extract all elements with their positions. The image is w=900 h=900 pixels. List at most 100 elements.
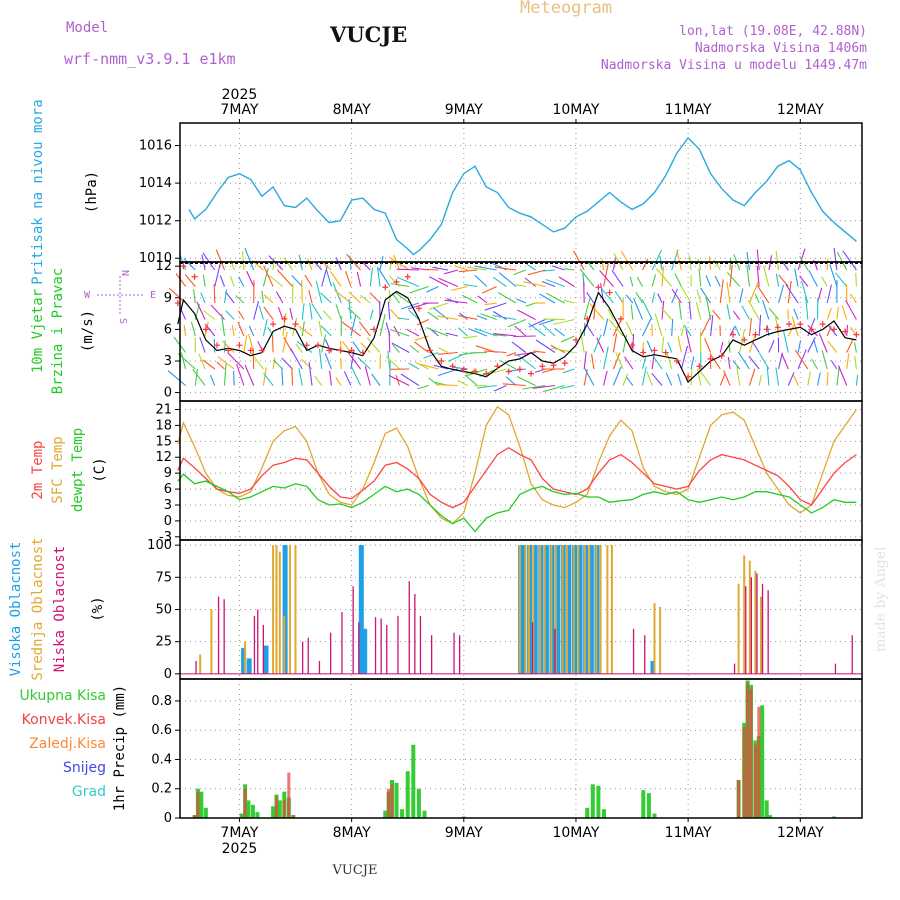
wind-barb xyxy=(794,268,799,287)
wind-barb xyxy=(184,274,196,287)
y-tick-label: 3 xyxy=(164,498,172,513)
wind-barb xyxy=(785,284,799,304)
gust-marker xyxy=(214,342,221,349)
wind-barb xyxy=(498,272,517,287)
cloud-ylabel-low: Niska Oblacnost xyxy=(52,546,68,672)
wind-barb xyxy=(376,266,381,287)
wind-barb xyxy=(690,368,693,386)
wind-barb xyxy=(741,305,750,320)
bottom-year-label: 2025 xyxy=(222,841,258,857)
wind-barb xyxy=(612,257,616,271)
wind-barb xyxy=(309,302,313,320)
gust-marker xyxy=(640,349,647,356)
gust-marker xyxy=(629,342,636,349)
gust-marker xyxy=(348,347,355,354)
wind-barb xyxy=(614,290,624,304)
wind-barb xyxy=(283,257,293,271)
wind-barb xyxy=(476,315,488,321)
wind-barb xyxy=(573,250,585,271)
wind-barb xyxy=(726,304,731,320)
wind-barb xyxy=(466,266,488,271)
gust-marker xyxy=(460,366,467,373)
wind-barb xyxy=(209,374,216,386)
wind-barb xyxy=(797,340,802,353)
credit-watermark: made by Angel xyxy=(873,546,889,652)
wind-barb xyxy=(746,252,751,271)
gust-marker xyxy=(270,321,277,328)
wind-barb xyxy=(801,280,809,304)
wind-barb xyxy=(542,384,565,393)
bottom-day-label: 11MAY xyxy=(665,825,712,841)
wind-barb xyxy=(236,363,245,386)
cloud-bar xyxy=(210,609,213,674)
wind-barb xyxy=(517,309,536,320)
wind-barb xyxy=(321,334,327,353)
cloud-bar xyxy=(414,594,416,674)
gust-marker xyxy=(236,342,243,349)
wind-barb xyxy=(612,352,621,370)
cloud-bar xyxy=(737,583,740,674)
cloud-bar xyxy=(554,545,557,674)
wind-barb xyxy=(227,352,245,370)
wind-barb xyxy=(723,370,731,386)
wind-barb xyxy=(678,300,682,320)
wind-barb xyxy=(493,311,507,320)
panel-frame xyxy=(179,400,863,541)
wind-barb xyxy=(762,300,770,320)
wind-barb xyxy=(805,296,809,320)
wind-barb xyxy=(379,255,384,271)
cloud-bar xyxy=(524,545,527,674)
wind-barb xyxy=(641,298,653,320)
wind-barb xyxy=(787,324,795,337)
y-tick-label: 0.4 xyxy=(151,752,172,767)
wind-barb xyxy=(437,351,458,355)
wind-barb xyxy=(388,374,410,386)
wind-barb xyxy=(329,271,342,287)
cloud-ylabel-mid: Srednja Oblacnost xyxy=(30,537,46,680)
wind-barb xyxy=(625,294,634,304)
wind-barb xyxy=(494,266,517,271)
wind-barb xyxy=(221,340,235,353)
cloud-bar xyxy=(532,545,535,674)
cloud-bar xyxy=(566,545,572,674)
wind-barb xyxy=(541,280,556,288)
wind-barb xyxy=(244,247,255,271)
wind-barb xyxy=(651,352,655,370)
wind-barb xyxy=(231,324,235,337)
gust-marker xyxy=(730,331,737,338)
cloud-bar xyxy=(244,641,247,674)
wind-barb xyxy=(202,359,216,370)
wind-barb xyxy=(477,384,497,389)
wind-barb xyxy=(262,367,267,386)
wind-barb xyxy=(345,271,352,287)
wind-barb xyxy=(748,355,760,370)
wind-barb xyxy=(763,266,770,287)
cloud-bar xyxy=(834,663,837,674)
gust-marker xyxy=(393,279,400,286)
gust-marker xyxy=(326,347,333,354)
wind-barb xyxy=(791,316,799,337)
wind-barb xyxy=(586,292,595,304)
station-title: VUCJE xyxy=(330,22,408,47)
wind-barb xyxy=(321,265,328,287)
wind-barb xyxy=(807,324,818,337)
gust-marker xyxy=(707,355,714,362)
precip-bar xyxy=(746,683,750,818)
cloud-bar xyxy=(307,637,309,674)
wind-barb xyxy=(854,355,857,370)
wind-barb xyxy=(793,308,799,320)
wind-barb xyxy=(603,318,609,337)
wind-barb xyxy=(333,289,352,304)
wind-barb xyxy=(713,259,721,271)
wind-barb xyxy=(747,299,760,320)
gust-marker xyxy=(528,370,535,377)
wind-barb xyxy=(244,364,255,386)
wind-barb xyxy=(611,269,624,287)
wind-barb xyxy=(533,350,546,354)
wind-barb xyxy=(752,341,760,353)
wind-barb xyxy=(774,315,780,337)
cloud-bar xyxy=(554,628,556,674)
cloud-ylabel-high: Visoka Oblacnost xyxy=(8,542,24,677)
wind-barb xyxy=(746,264,751,287)
gust-marker xyxy=(404,273,411,280)
